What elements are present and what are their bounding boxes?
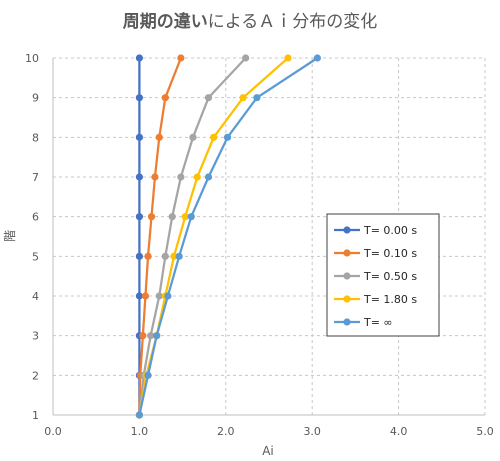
- data-point: [181, 213, 189, 221]
- data-point: [147, 332, 155, 340]
- y-tick-label: 7: [32, 171, 39, 184]
- data-point: [135, 411, 143, 419]
- data-point: [313, 54, 321, 62]
- axes: 0.0 1.0 2.0 3.0 4.0 5.0 1 2 3 4 5 6 7 8 9 10: [25, 52, 494, 438]
- y-tick-label: 10: [25, 52, 39, 65]
- x-tick-label: 5.0: [476, 425, 494, 438]
- x-tick-label: 3.0: [303, 425, 321, 438]
- x-axis-title: Ai: [262, 444, 274, 458]
- data-point: [164, 292, 172, 300]
- series-group: [135, 54, 321, 419]
- series-2: [135, 54, 250, 419]
- data-point: [168, 213, 176, 221]
- legend-label: T= ∞: [363, 316, 393, 329]
- data-point: [135, 94, 143, 102]
- y-tick-label: 9: [32, 92, 39, 105]
- legend-marker: [343, 226, 351, 234]
- data-point: [135, 252, 143, 260]
- y-tick-label: 8: [32, 131, 39, 144]
- series-3: [135, 54, 292, 419]
- data-point: [175, 252, 183, 260]
- data-point: [153, 332, 161, 340]
- y-tick-label: 2: [32, 369, 39, 382]
- data-point: [144, 252, 152, 260]
- data-point: [204, 94, 213, 102]
- legend-marker: [343, 318, 351, 326]
- legend-item: T= 0.50 s: [334, 270, 417, 283]
- chart-title: 周期の違いによるＡｉ分布の変化: [123, 11, 378, 32]
- data-point: [161, 94, 169, 102]
- y-tick-label: 6: [32, 211, 39, 224]
- data-point: [223, 133, 232, 141]
- data-point: [151, 173, 159, 181]
- series-4: [135, 54, 321, 419]
- legend-item: T= 0.10 s: [334, 247, 417, 260]
- legend-item: T= 1.80 s: [334, 293, 417, 306]
- data-point: [177, 54, 185, 62]
- data-point: [193, 173, 201, 181]
- legend-label: T= 0.10 s: [363, 247, 417, 260]
- chart-title-bold: 周期の違い: [123, 11, 208, 32]
- chart-title-rest: によるＡｉ分布の変化: [208, 12, 378, 32]
- x-tick-label: 4.0: [390, 425, 408, 438]
- grid: [53, 57, 486, 415]
- data-point: [141, 292, 150, 300]
- data-point: [144, 371, 152, 379]
- series-1: [135, 54, 185, 419]
- x-tick-label: 0.0: [44, 425, 62, 438]
- legend-item: T= 0.00 s: [334, 224, 417, 237]
- data-point: [284, 54, 292, 62]
- data-point: [135, 213, 143, 221]
- legend-marker: [343, 295, 351, 303]
- legend-label: T= 1.80 s: [363, 293, 417, 306]
- y-tick-label: 4: [32, 290, 39, 303]
- data-point: [210, 133, 218, 141]
- y-tick-label: 3: [32, 330, 39, 343]
- data-point: [204, 173, 213, 181]
- y-axis-title: 階: [2, 230, 17, 242]
- data-point: [187, 213, 195, 221]
- data-point: [189, 133, 197, 141]
- legend-label: T= 0.50 s: [363, 270, 417, 283]
- data-point: [135, 292, 143, 300]
- data-point: [135, 173, 143, 181]
- y-tick-label: 1: [32, 409, 39, 422]
- data-point: [177, 173, 185, 181]
- legend-label: T= 0.00 s: [363, 224, 417, 237]
- data-point: [242, 54, 250, 62]
- data-point: [147, 213, 156, 221]
- series-line: [138, 57, 289, 416]
- series-line: [138, 57, 319, 416]
- data-point: [135, 54, 143, 62]
- legend-item: T= ∞: [334, 316, 393, 329]
- data-point: [239, 94, 247, 102]
- x-tick-label: 1.0: [131, 425, 149, 438]
- data-point: [135, 133, 143, 141]
- data-point: [155, 133, 163, 141]
- series-line: [138, 57, 182, 416]
- x-tick-label: 2.0: [217, 425, 235, 438]
- data-point: [253, 94, 261, 102]
- data-point: [155, 292, 163, 300]
- series-line: [138, 57, 247, 416]
- legend-marker: [343, 249, 351, 257]
- legend: T= 0.00 s T= 0.10 s T= 0.50 s T= 1.80 s T= ∞: [326, 213, 440, 337]
- data-point: [170, 252, 178, 260]
- y-tick-label: 5: [32, 250, 39, 263]
- data-point: [139, 332, 147, 340]
- data-point: [161, 252, 169, 260]
- legend-marker: [343, 272, 351, 280]
